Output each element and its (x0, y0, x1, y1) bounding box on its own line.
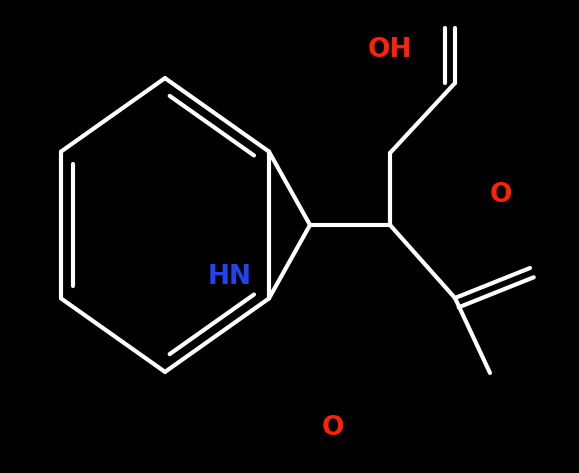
Text: HN: HN (208, 264, 252, 289)
Text: O: O (321, 415, 344, 441)
Text: O: O (489, 182, 512, 208)
Text: OH: OH (368, 37, 412, 62)
